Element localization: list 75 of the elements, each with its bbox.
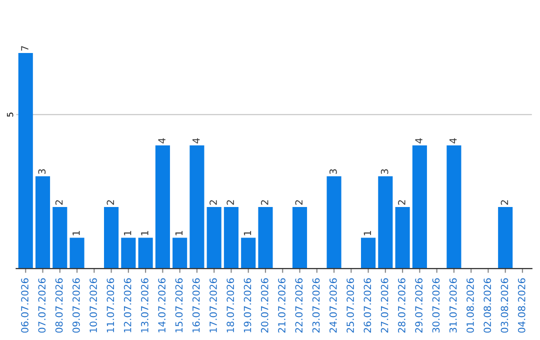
bar: [138, 238, 153, 269]
x-tick-label: 07.07.2026: [38, 278, 46, 333]
data-label: 2: [106, 200, 114, 205]
data-label: 3: [329, 169, 337, 174]
data-label: 7: [21, 46, 28, 51]
x-tick-label: 18.07.2026: [226, 278, 234, 332]
x-tick-label: 04.08.2026: [518, 278, 526, 333]
bar: [378, 176, 393, 269]
x-tick-label: 06.07.2026: [21, 278, 28, 333]
bar: [258, 206, 273, 269]
bar: [172, 238, 188, 269]
bar: [498, 206, 513, 269]
x-tick-label: 26.07.2026: [364, 278, 372, 333]
x-tick-label: 19.07.2026: [244, 278, 252, 332]
bar: [361, 238, 376, 269]
bar: [35, 176, 50, 269]
bar: [190, 145, 204, 269]
data-label: 1: [244, 230, 252, 236]
x-tick-label: 22.07.2026: [295, 278, 303, 333]
bar: [104, 206, 119, 269]
data-label: 1: [124, 230, 132, 236]
bar: [326, 176, 342, 269]
bar: [395, 206, 410, 269]
x-tick-label: 28.07.2026: [398, 278, 406, 333]
data-label: 1: [175, 230, 182, 236]
bar: [18, 52, 33, 269]
x-tick-label: 14.07.2026: [158, 278, 166, 332]
x-tick-label: 31.07.2026: [449, 278, 457, 333]
bar: [121, 238, 136, 269]
data-label: 2: [295, 200, 302, 205]
x-tick-label: 17.07.2026: [210, 278, 217, 332]
x-tick-label: 15.07.2026: [175, 278, 183, 332]
bar: [241, 238, 256, 269]
data-label: 3: [38, 169, 46, 174]
x-tick-label: 13.07.2026: [141, 278, 148, 332]
data-label: 2: [398, 200, 406, 205]
x-tick-label: 09.07.2026: [72, 278, 80, 333]
x-tick-label: 25.07.2026: [346, 278, 354, 333]
x-tick-label: 16.07.2026: [192, 278, 200, 332]
x-tick-label: 23.07.2026: [312, 278, 320, 333]
x-tick-label: 10.07.2026: [90, 278, 97, 332]
data-label: 2: [210, 200, 217, 205]
ref-line-label: 5: [7, 112, 14, 117]
bar: [206, 206, 222, 269]
data-label: 4: [158, 138, 166, 144]
x-tick-label: 24.07.2026: [329, 278, 337, 333]
data-label: 3: [380, 169, 388, 174]
data-label: 1: [141, 230, 148, 236]
data-label: 2: [260, 200, 268, 205]
x-tick-label: 21.07.2026: [278, 278, 286, 333]
x-tick-label: 12.07.2026: [124, 278, 132, 332]
bar: [155, 145, 170, 269]
data-label: 2: [500, 200, 508, 205]
data-label: 1: [72, 230, 80, 236]
x-tick-label: 27.07.2026: [380, 278, 388, 333]
x-tick-label: 30.07.2026: [432, 278, 440, 333]
x-tick-label: 29.07.2026: [415, 278, 422, 333]
bar: [70, 238, 84, 269]
data-label: 1: [364, 230, 371, 236]
data-label: 4: [415, 138, 422, 144]
x-tick-label: 08.07.2026: [55, 278, 63, 333]
data-label: 4: [192, 138, 200, 144]
bar: [52, 206, 68, 269]
data-label: 2: [226, 200, 234, 205]
data-label: 2: [55, 200, 63, 205]
bar: [224, 206, 238, 269]
bar: [446, 145, 462, 269]
bar: [412, 145, 427, 269]
x-tick-label: 20.07.2026: [260, 278, 268, 333]
x-tick-label: 02.08.2026: [484, 278, 492, 333]
x-tick-label: 03.08.2026: [500, 278, 508, 333]
x-tick-label: 01.08.2026: [466, 278, 474, 333]
x-tick-label: 11.07.2026: [106, 278, 114, 332]
bar: [292, 206, 308, 269]
data-label: 4: [450, 138, 457, 144]
